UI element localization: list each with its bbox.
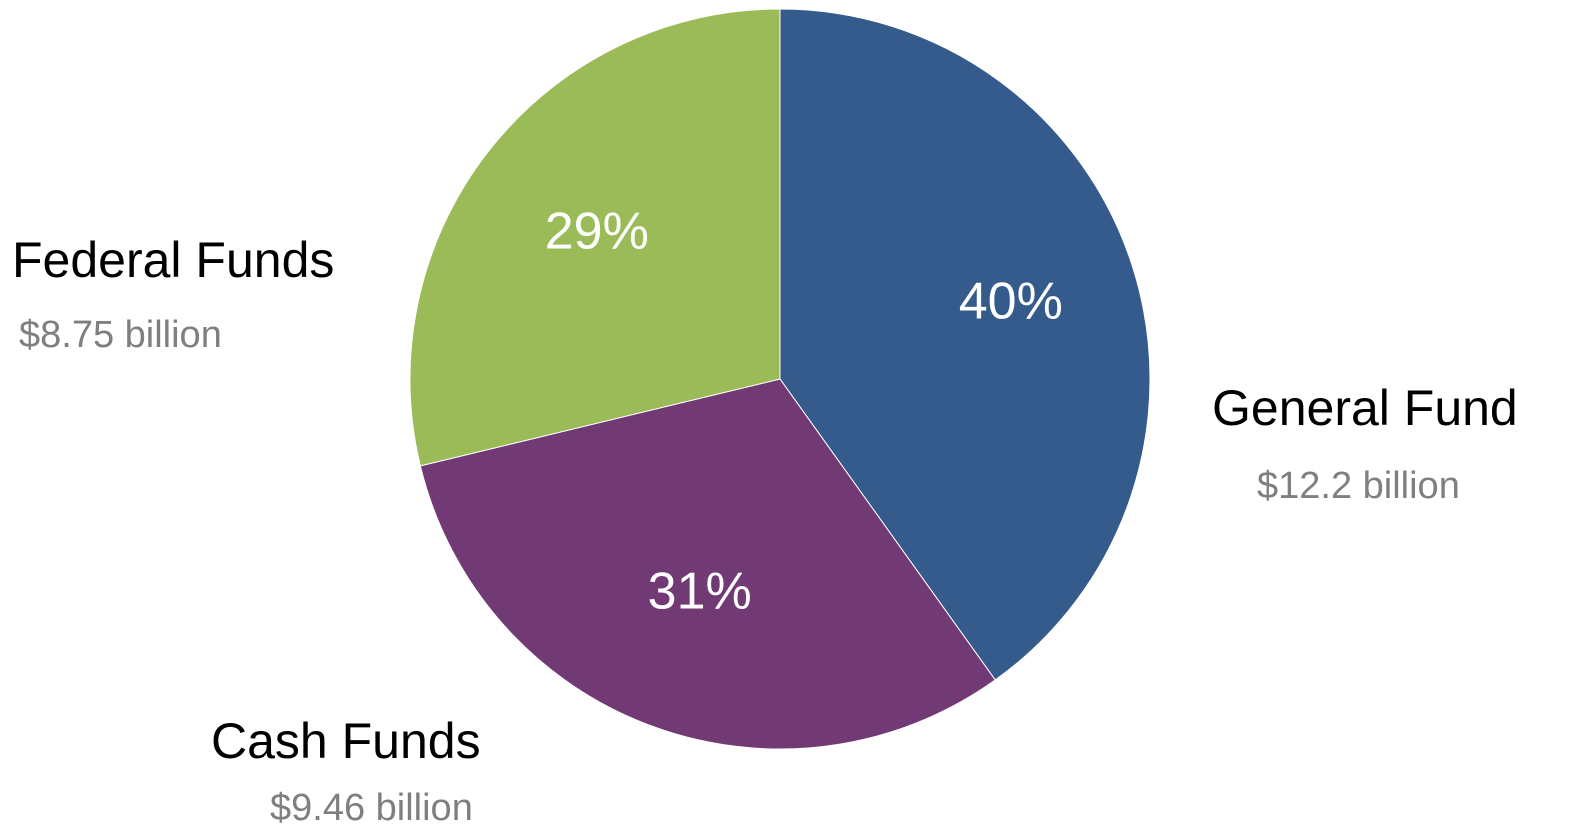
pie-slice-general-fund (779, 8, 1151, 681)
pie-slice-cash-funds (419, 378, 996, 750)
percent-label-general-fund: 40% (959, 273, 1063, 331)
percent-label-cash-funds: 31% (648, 562, 752, 620)
amount-label-federal-funds: $8.75 billion (19, 314, 222, 356)
percent-label-federal-funds: 29% (545, 203, 649, 261)
category-label-cash-funds: Cash Funds (211, 713, 481, 769)
amount-label-general-fund: $12.2 billion (1257, 465, 1460, 507)
pie-slice-federal-funds (409, 8, 781, 467)
amount-label-cash-funds: $9.46 billion (270, 787, 473, 829)
category-label-federal-funds: Federal Funds (12, 232, 334, 288)
category-label-general-fund: General Fund (1212, 380, 1518, 436)
